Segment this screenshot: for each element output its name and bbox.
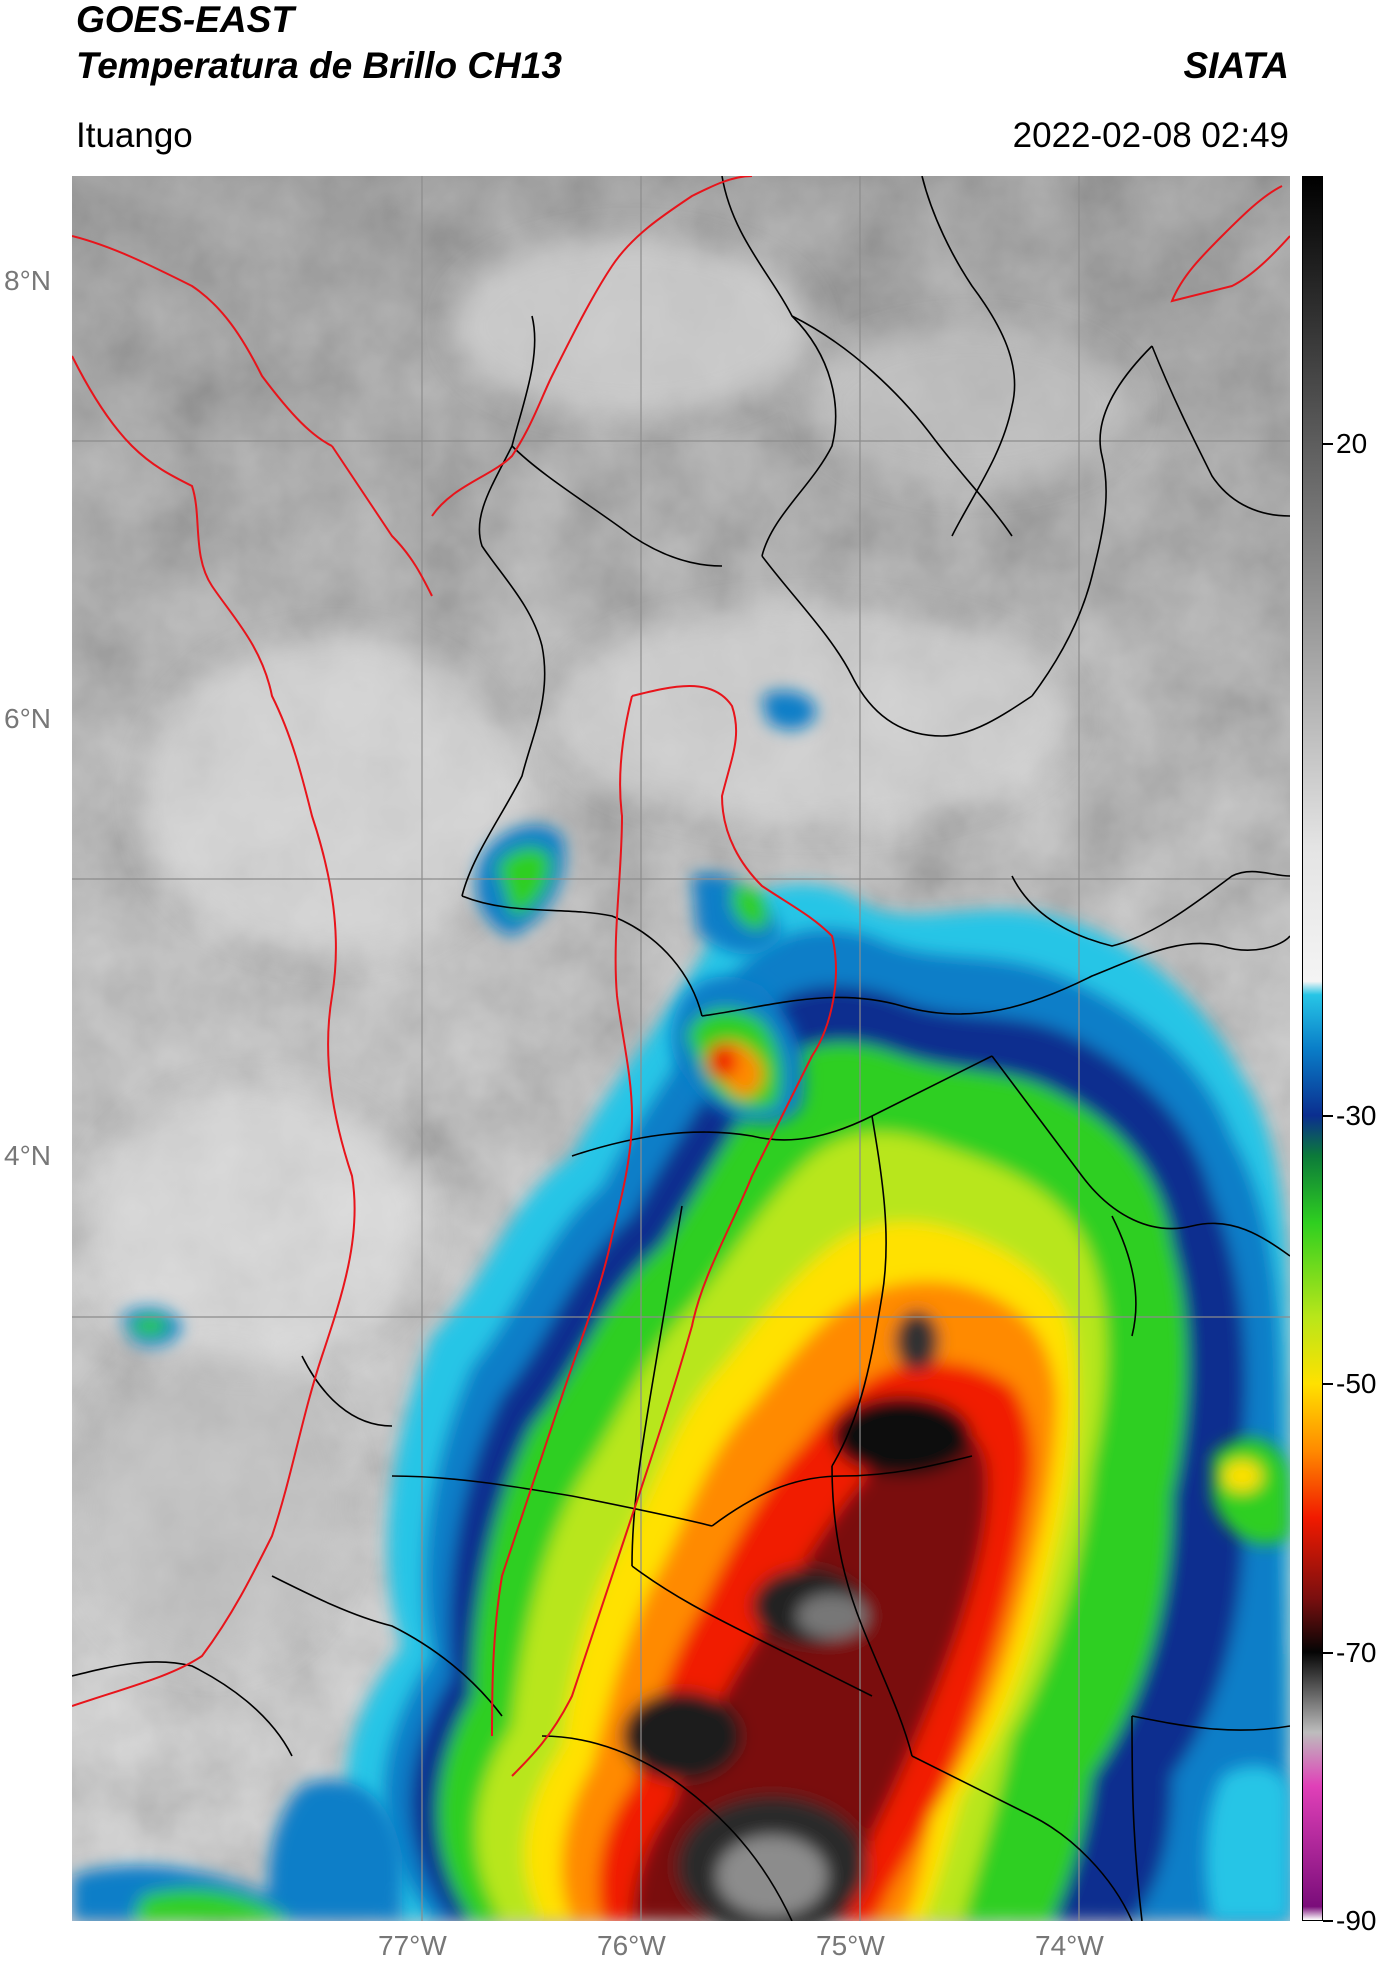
boundary-line: [631, 1565, 873, 1697]
lon-label-77w: 77°W: [378, 1930, 447, 1961]
border-line: [511, 685, 837, 1777]
boundary-line: [721, 176, 837, 557]
product-title: Temperatura de Brillo CH13: [76, 45, 562, 86]
location-label: Ituango: [76, 116, 193, 155]
satellite-title: GOES-EAST: [76, 0, 294, 40]
secondary-cells: [72, 691, 1290, 1921]
lon-label-76w: 76°W: [597, 1930, 666, 1961]
boundary-line: [991, 1055, 1290, 1257]
boundary-line: [1111, 1215, 1137, 1337]
boundary-line: [911, 1755, 1133, 1921]
lat-label-6n: 6°N: [4, 703, 51, 734]
datetime-label: 2022-02-08 02:49: [1012, 116, 1289, 155]
colorbar-label: -70: [1336, 1636, 1377, 1668]
boundary-line: [831, 1465, 913, 1757]
boundary-line: [301, 1355, 393, 1427]
border-line: [72, 235, 333, 447]
border-line: [331, 445, 433, 597]
boundary-line: [541, 1735, 793, 1921]
boundary-line: [1011, 870, 1290, 947]
boundary-line: [831, 1115, 887, 1467]
boundary-line: [711, 1455, 973, 1527]
boundary-line: [571, 1055, 993, 1157]
country-boundaries: [72, 176, 1290, 1777]
boundary-line: [461, 315, 546, 897]
colorbar: [1302, 176, 1323, 1921]
boundary-line: [271, 1575, 503, 1717]
lon-label-75w: 75°W: [816, 1930, 885, 1961]
colorbar-label: -30: [1336, 1099, 1377, 1131]
boundary-line: [791, 315, 1013, 537]
colorbar-label: 20: [1336, 428, 1368, 460]
border-line: [491, 695, 634, 1737]
map-panel[interactable]: [72, 176, 1290, 1921]
colorbar-tick: [1323, 1920, 1333, 1922]
border-line: [431, 176, 753, 517]
department-boundaries: [72, 176, 1290, 1921]
boundary-line: [1131, 1715, 1290, 1731]
colorbar-tick: [1323, 1383, 1333, 1386]
colorbar-tick: [1323, 1651, 1333, 1654]
lon-label-74w: 74°W: [1035, 1930, 1104, 1961]
boundary-line: [1031, 345, 1153, 697]
boundary-line: [701, 935, 1290, 1017]
boundary-line: [761, 555, 1033, 737]
boundary-line: [921, 176, 1016, 537]
organization-label: SIATA: [1183, 45, 1289, 86]
colorbar-tick: [1323, 1114, 1333, 1117]
border-line: [1170, 185, 1290, 303]
boundary-line: [391, 1475, 713, 1527]
lat-label-8n: 8°N: [4, 265, 51, 296]
map-canvas: [72, 176, 1290, 1921]
colorbar-label: -50: [1336, 1368, 1377, 1400]
boundary-line: [511, 445, 723, 567]
colorbar-tick: [1323, 443, 1333, 446]
boundary-line: [1151, 345, 1290, 517]
colorbar-label: -90: [1336, 1905, 1377, 1936]
boundary-line: [72, 1661, 293, 1757]
boundary-line: [1131, 1715, 1143, 1921]
lat-label-4n: 4°N: [4, 1140, 51, 1171]
boundary-line: [461, 895, 703, 1017]
graticule: [72, 176, 1290, 1921]
convective-system: [345, 883, 1290, 1921]
border-line: [72, 355, 356, 1707]
